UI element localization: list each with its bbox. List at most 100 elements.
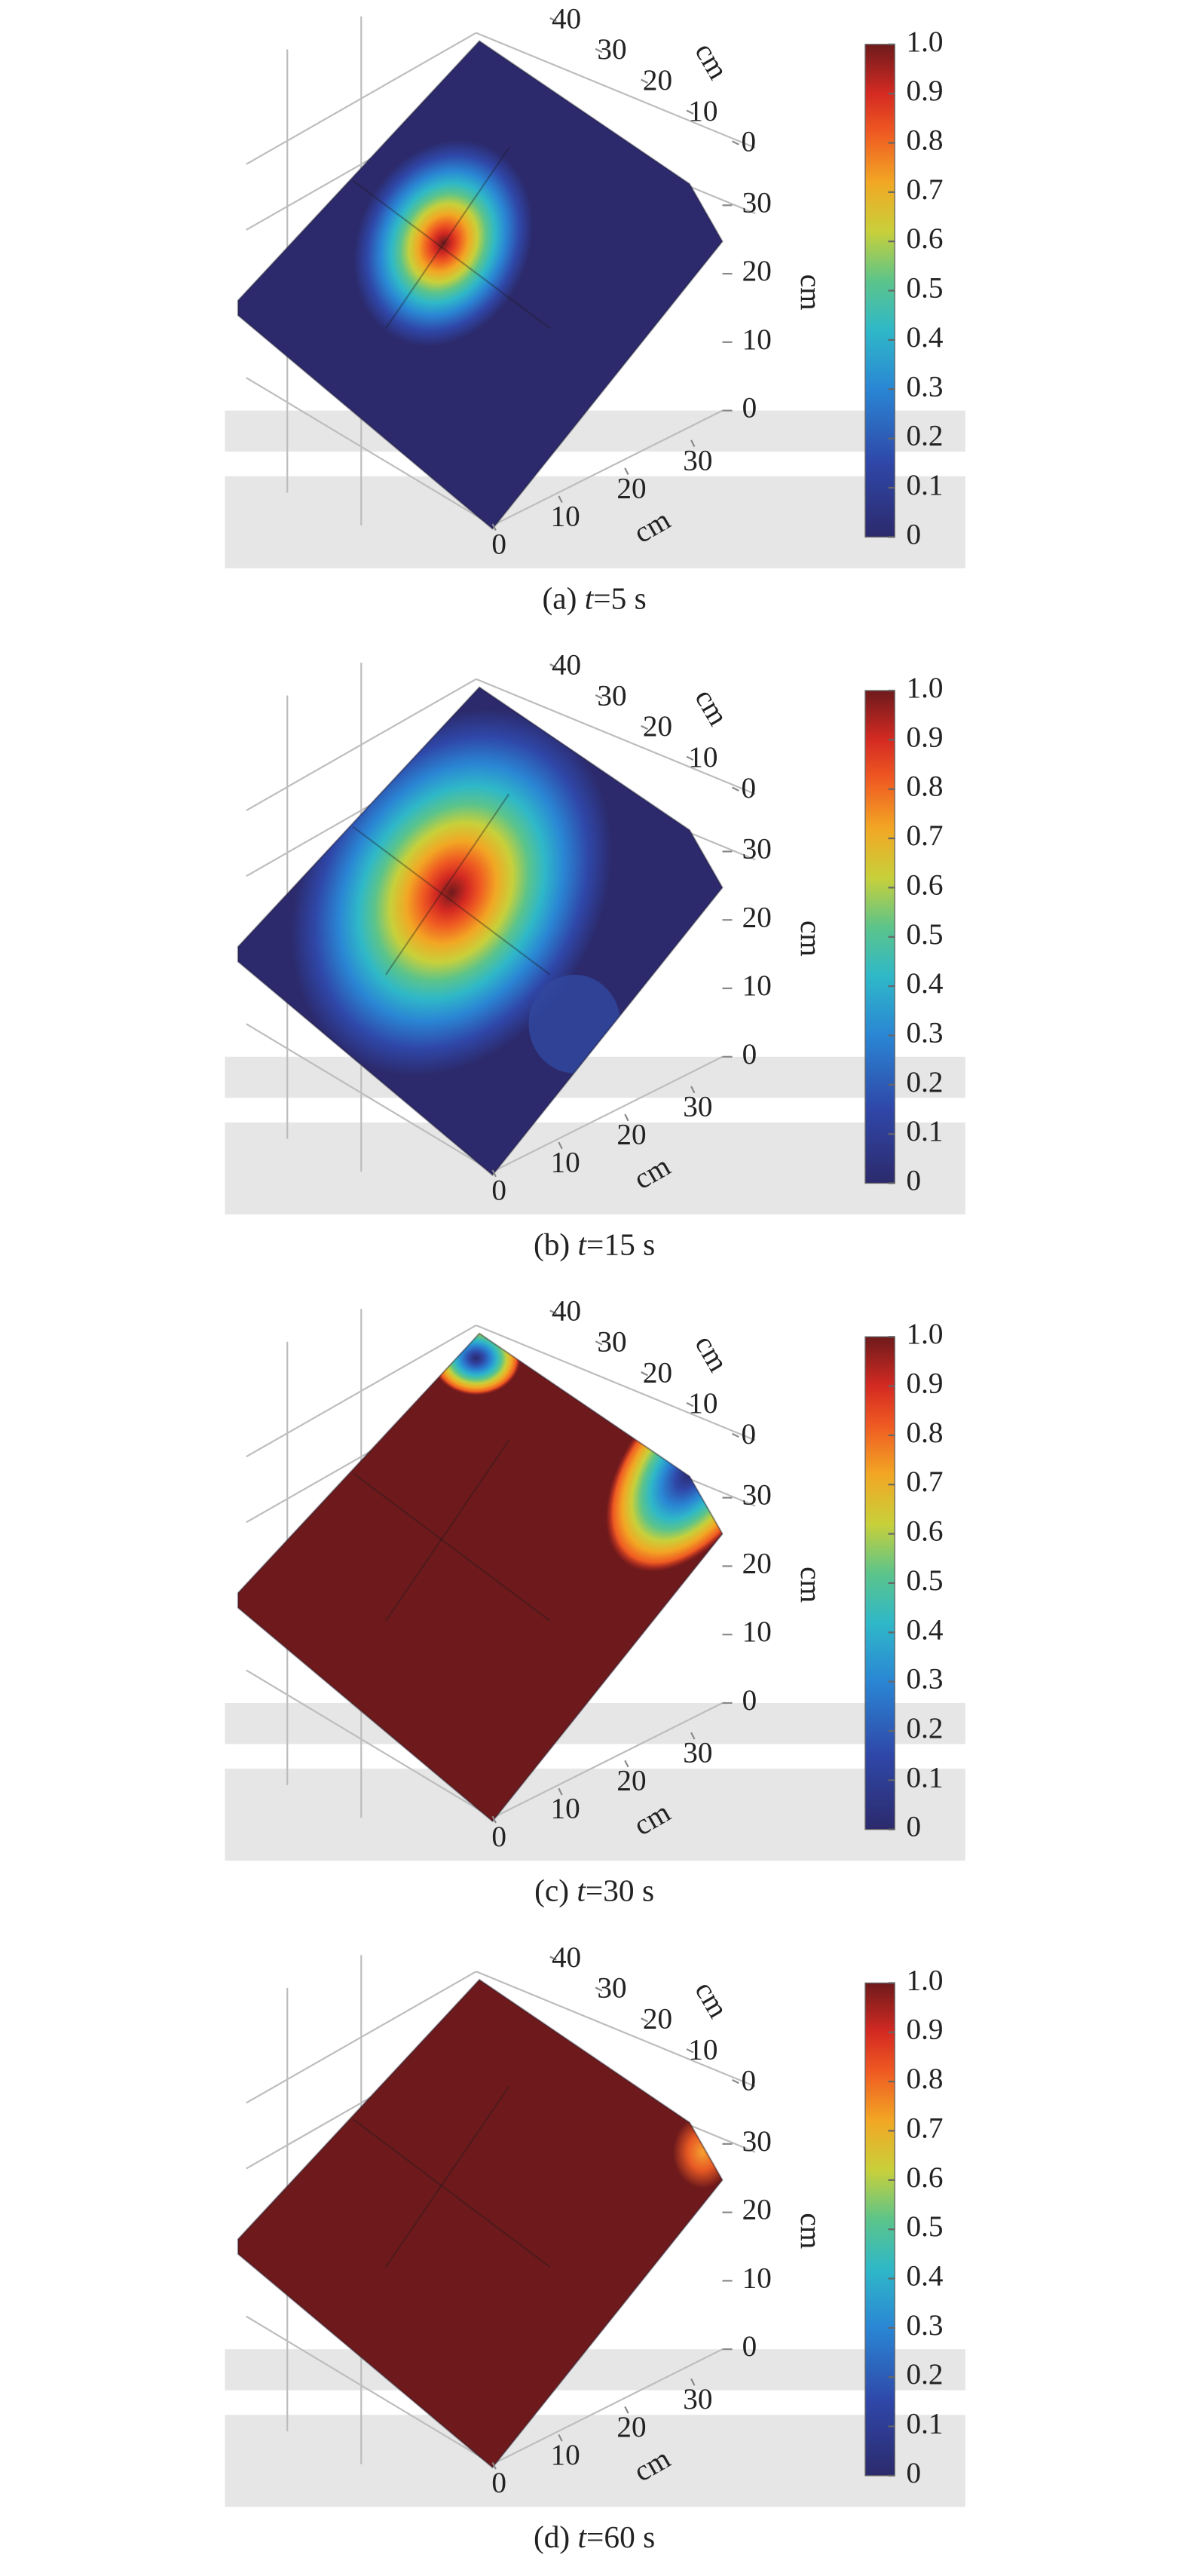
surface-line bbox=[352, 2118, 551, 2268]
y-axis-label: cm bbox=[689, 38, 735, 85]
y-tick bbox=[549, 1956, 557, 1961]
caption: (a) t=5 s bbox=[542, 580, 646, 616]
colorbar-tick-label: 0.5 bbox=[906, 272, 943, 305]
z-axis-label: cm bbox=[794, 1567, 827, 1603]
surface-edge bbox=[237, 686, 724, 1177]
z-tick-label: 20 bbox=[742, 255, 772, 287]
axis-grid bbox=[476, 678, 756, 795]
colorbar-tick-label: 0.8 bbox=[906, 2063, 943, 2095]
colorbar-tick-label: 0.8 bbox=[906, 124, 943, 157]
x-tick bbox=[558, 1141, 563, 1150]
floor-band bbox=[225, 1769, 965, 1861]
z-tick-label: 20 bbox=[742, 1547, 772, 1579]
y-tick-label: 20 bbox=[643, 2003, 672, 2035]
x-tick-label: 20 bbox=[616, 1119, 646, 1151]
y-tick bbox=[732, 2078, 739, 2084]
colorbar-tick-label: 0.3 bbox=[906, 1016, 943, 1049]
caption-part: t bbox=[577, 1873, 586, 1907]
x-tick-label: 30 bbox=[683, 444, 712, 476]
x-tick bbox=[690, 1732, 696, 1740]
z-tick-label: 10 bbox=[742, 969, 772, 1002]
y-axis-label: cm bbox=[689, 1976, 735, 2023]
colorbar-tick-label: 0.4 bbox=[906, 967, 943, 1000]
colorbar-tick-label: 0.6 bbox=[906, 1515, 943, 1548]
z-tick-label: 30 bbox=[742, 832, 772, 865]
z-axis-label: cm bbox=[794, 274, 827, 311]
colorbar-tick-label: 0.1 bbox=[906, 1761, 943, 1793]
x-tick-label: 0 bbox=[491, 1175, 506, 1207]
x-tick-label: 20 bbox=[616, 472, 646, 504]
colorbar-tick-label: 0.2 bbox=[906, 1712, 943, 1744]
z-tick-label: 0 bbox=[742, 1684, 757, 1717]
x-tick-label: 30 bbox=[683, 1090, 712, 1123]
x-tick-label: 30 bbox=[683, 2383, 712, 2415]
colorbar-tick-label: 0 bbox=[906, 1811, 921, 1843]
x-tick bbox=[690, 2378, 696, 2386]
x-tick bbox=[491, 1169, 497, 1178]
colorbar-tick-label: 0.2 bbox=[906, 2358, 943, 2391]
x-tick bbox=[690, 1086, 696, 1094]
caption-part: t bbox=[585, 580, 595, 615]
y-tick-label: 40 bbox=[552, 2, 581, 35]
y-tick-label: 20 bbox=[643, 64, 672, 96]
heat-region bbox=[673, 2115, 723, 2189]
x-tick bbox=[624, 467, 629, 476]
surface-line bbox=[385, 1439, 510, 1622]
colorbar-tick-label: 0.3 bbox=[906, 2309, 943, 2342]
x-tick bbox=[690, 440, 696, 448]
x-tick-label: 10 bbox=[551, 1147, 580, 1179]
colorbar-tick-label: 0.4 bbox=[906, 2259, 943, 2292]
axis-grid bbox=[246, 2315, 494, 2465]
z-tick-label: 10 bbox=[742, 2262, 772, 2294]
surface-line bbox=[352, 825, 551, 976]
axis-grid bbox=[492, 1055, 723, 1173]
floor-band bbox=[225, 1702, 965, 1744]
axis-grid bbox=[476, 1324, 756, 1441]
y-tick-label: 10 bbox=[688, 95, 717, 127]
y-tick bbox=[549, 1309, 557, 1315]
z-tick-label: 20 bbox=[742, 2194, 772, 2226]
x-tick bbox=[491, 2461, 497, 2470]
colorbar-tick-label: 0.5 bbox=[906, 2210, 943, 2243]
y-tick bbox=[732, 786, 739, 792]
x-tick-label: 0 bbox=[491, 1821, 506, 1853]
colorbar-tick-label: 0.1 bbox=[906, 1115, 943, 1147]
floor-band bbox=[225, 2349, 965, 2391]
colorbar-tick-label: 0.9 bbox=[906, 721, 943, 753]
y-tick-label: 40 bbox=[552, 1295, 581, 1328]
x-tick bbox=[624, 1113, 629, 1122]
colorbar-tick-label: 0.8 bbox=[906, 770, 943, 803]
colorbar-tick-label: 0.5 bbox=[906, 1564, 943, 1597]
caption-part: =60 s bbox=[586, 2519, 655, 2553]
caption-part: =30 s bbox=[586, 1873, 654, 1907]
caption-part: =15 s bbox=[586, 1227, 655, 1261]
axis-grid bbox=[476, 1971, 756, 2087]
y-tick-label: 0 bbox=[742, 2064, 757, 2097]
colorbar-tick-label: 0 bbox=[906, 2457, 921, 2489]
colorbar-tick-label: 0.9 bbox=[906, 75, 943, 107]
x-tick-label: 10 bbox=[551, 1793, 580, 1825]
colorbar-tick-label: 0.3 bbox=[906, 1663, 943, 1695]
colorbar-tick-label: 0.6 bbox=[906, 2161, 943, 2194]
colorbar-tick-label: 0.6 bbox=[906, 868, 943, 901]
x-tick-label: 0 bbox=[491, 2467, 506, 2499]
colorbar-tick-label: 0.1 bbox=[906, 2408, 943, 2440]
z-tick-label: 20 bbox=[742, 901, 772, 933]
surface-line bbox=[352, 1472, 551, 1622]
y-tick bbox=[595, 694, 603, 700]
x-tick-label: 10 bbox=[551, 2439, 580, 2471]
y-tick-label: 40 bbox=[552, 1941, 581, 1974]
z-tick-label: 0 bbox=[742, 392, 757, 424]
axis-grid bbox=[476, 32, 756, 149]
surface-line bbox=[352, 179, 551, 329]
floor-band bbox=[225, 2415, 965, 2507]
y-tick-label: 10 bbox=[688, 1387, 717, 1420]
y-tick bbox=[641, 1371, 648, 1377]
z-tick-label: 30 bbox=[742, 2125, 772, 2158]
y-tick-label: 30 bbox=[597, 679, 626, 712]
colorbar-tick-label: 0.7 bbox=[906, 819, 943, 852]
